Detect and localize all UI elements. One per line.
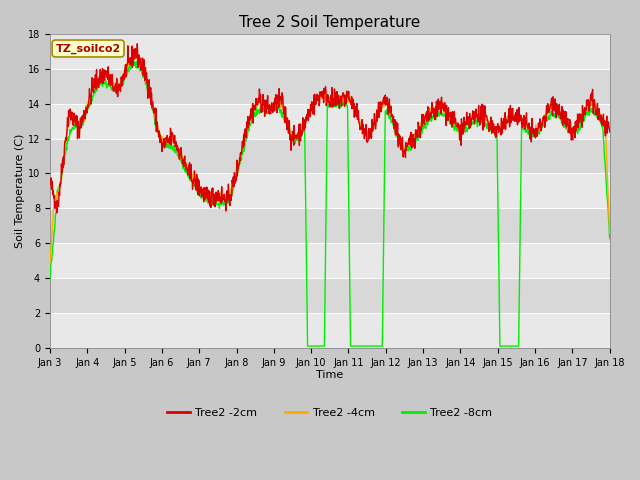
Tree2 -4cm [132,51,140,57]
Tree2 -8cm [365,343,373,349]
Tree2 -8cm [304,343,312,349]
Bar [50,34,610,69]
Tree2 -2cm [365,135,373,141]
Tree2 -8cm [296,134,303,140]
Tree2 -2cm [113,90,120,96]
Title: Tree 2 Soil Temperature: Tree 2 Soil Temperature [239,15,420,30]
Bar [50,173,610,208]
Tree2 -8cm [112,88,120,94]
Tree2 -4cm [284,120,292,126]
Tree2 -4cm [112,82,120,87]
X-axis label: Time: Time [316,370,344,380]
Tree2 -2cm [284,129,292,135]
Tree2 -4cm [90,84,97,90]
Bar [50,139,610,173]
Legend: Tree2 -2cm, Tree2 -4cm, Tree2 -8cm: Tree2 -2cm, Tree2 -4cm, Tree2 -8cm [163,404,497,422]
Tree2 -2cm [90,89,97,95]
Bar [50,208,610,243]
Y-axis label: Soil Temperature (C): Soil Temperature (C) [15,134,25,248]
Tree2 -4cm [306,111,314,117]
Bar [50,104,610,139]
Tree2 -8cm [90,93,97,98]
Tree2 -2cm [46,177,54,182]
Tree2 -8cm [133,59,141,64]
Tree2 -8cm [284,123,292,129]
Bar [50,69,610,104]
Tree2 -8cm [46,277,54,283]
Tree2 -4cm [365,128,372,134]
Tree2 -4cm [296,130,303,135]
Tree2 -4cm [46,261,54,266]
Bar [50,243,610,278]
Tree2 -2cm [306,107,314,112]
Tree2 -2cm [296,122,303,128]
Tree2 -2cm [53,210,61,216]
Tree2 -8cm [306,343,314,349]
Text: TZ_soilco2: TZ_soilco2 [56,43,121,54]
Bar [50,313,610,348]
Line: Tree2 -2cm: Tree2 -2cm [50,44,610,213]
Line: Tree2 -4cm: Tree2 -4cm [50,54,610,264]
Tree2 -2cm [133,41,141,47]
Tree2 -4cm [606,231,614,237]
Tree2 -2cm [606,129,614,135]
Line: Tree2 -8cm: Tree2 -8cm [50,61,610,346]
Tree2 -8cm [606,236,614,241]
Bar [50,278,610,313]
